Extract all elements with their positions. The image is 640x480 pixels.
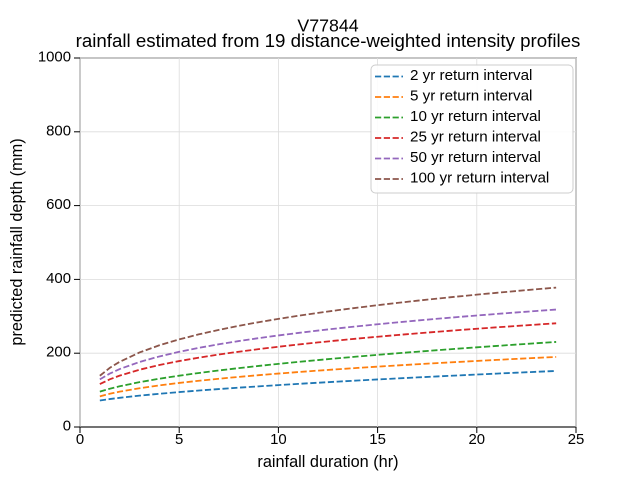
svg-text:50 yr return interval: 50 yr return interval (410, 149, 541, 166)
svg-text:2 yr return interval: 2 yr return interval (410, 67, 532, 84)
svg-text:10 yr return interval: 10 yr return interval (410, 108, 541, 125)
svg-text:rainfall estimated from 19 dis: rainfall estimated from 19 distance-weig… (76, 30, 581, 51)
svg-text:1000: 1000 (38, 50, 71, 66)
svg-text:5 yr return interval: 5 yr return interval (410, 88, 532, 105)
svg-text:15: 15 (369, 432, 386, 448)
svg-text:100 yr return interval: 100 yr return interval (410, 170, 549, 187)
svg-text:20: 20 (469, 432, 486, 448)
svg-text:200: 200 (46, 345, 71, 361)
svg-text:predicted rainfall depth (mm): predicted rainfall depth (mm) (8, 138, 26, 345)
svg-text:rainfall duration (hr): rainfall duration (hr) (257, 453, 398, 471)
svg-text:25 yr return interval: 25 yr return interval (410, 129, 541, 146)
svg-text:25: 25 (568, 432, 585, 448)
svg-text:0: 0 (76, 432, 84, 448)
svg-text:800: 800 (46, 123, 71, 139)
svg-text:0: 0 (63, 419, 71, 435)
svg-text:400: 400 (46, 271, 71, 287)
svg-text:5: 5 (175, 432, 183, 448)
svg-text:10: 10 (270, 432, 287, 448)
svg-text:600: 600 (46, 197, 71, 213)
